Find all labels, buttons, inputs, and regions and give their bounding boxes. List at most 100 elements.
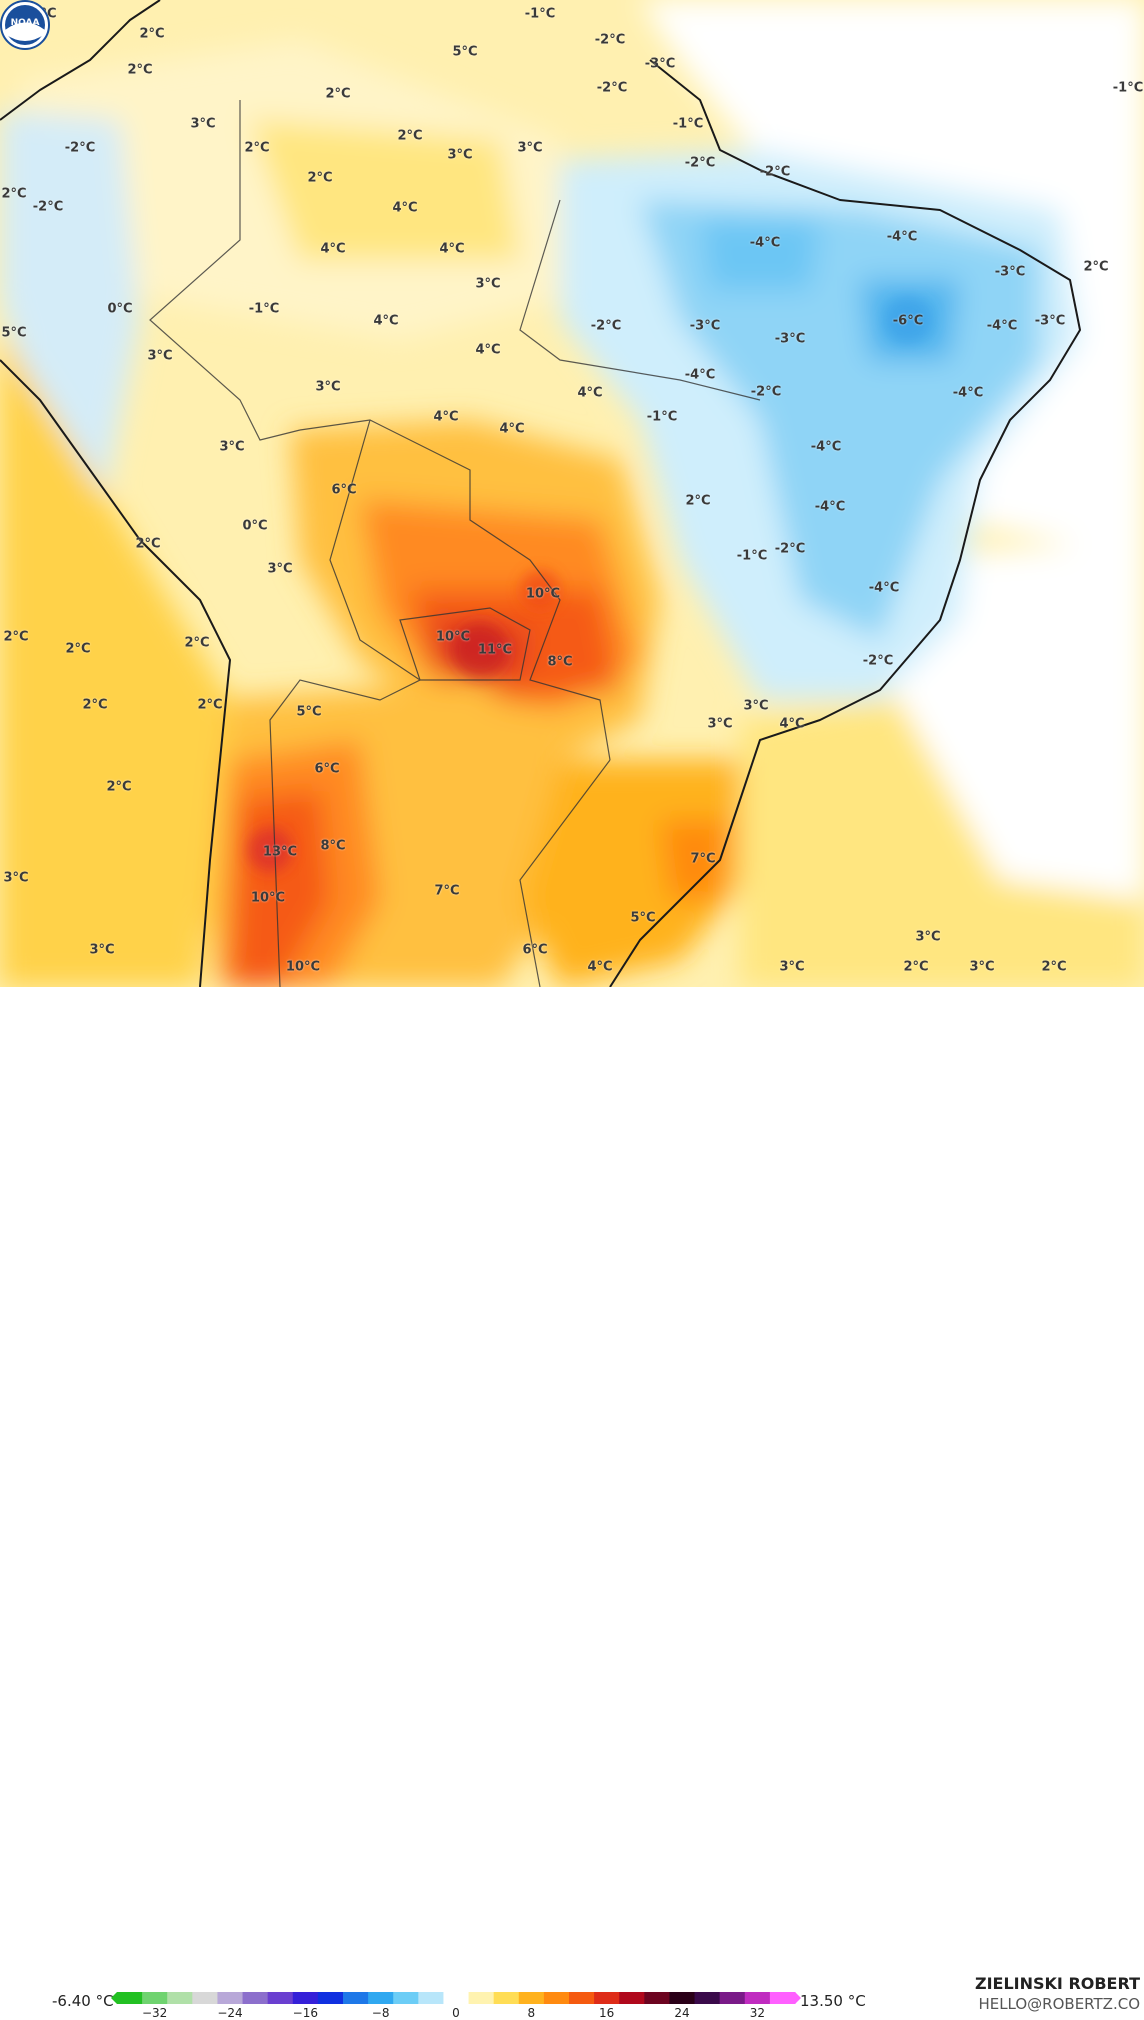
temperature-label: 2°C	[307, 170, 333, 186]
temperature-label: 0°C	[242, 518, 268, 534]
temperature-label: 4°C	[439, 241, 465, 257]
temperature-label: -2°C	[684, 155, 716, 171]
temperature-label: 3°C	[743, 698, 769, 714]
temperature-label: 3°C	[969, 959, 995, 975]
temperature-label: -1°C	[1112, 80, 1144, 96]
temperature-label: 2°C	[685, 493, 711, 509]
temperature-label: -4°C	[684, 367, 716, 383]
legend-max-value: 13.50 °C	[800, 1992, 866, 2010]
temperature-label: 3°C	[219, 439, 245, 455]
temperature-label: 10°C	[250, 890, 286, 906]
temperature-label: 3°C	[315, 379, 341, 395]
colorbar-segment	[167, 1992, 193, 2004]
temperature-label: -4°C	[952, 385, 984, 401]
temperature-label: 7°C	[690, 851, 716, 867]
legend-tick-label: −8	[371, 2006, 390, 2020]
legend-tick-label: 32	[749, 2006, 765, 2020]
legend-tick-label: −16	[292, 2006, 318, 2020]
temperature-label: 5°C	[452, 44, 478, 60]
temperature-label: 6°C	[331, 482, 357, 498]
legend-tick-label: 8	[527, 2006, 536, 2020]
temperature-label: 2°C	[65, 641, 91, 657]
temperature-label: 3°C	[267, 561, 293, 577]
temperature-label: -3°C	[774, 331, 806, 347]
temperature-label: 2°C	[1041, 959, 1067, 975]
temperature-label: 8°C	[547, 654, 573, 670]
colorbar-segment	[594, 1992, 620, 2004]
temperature-label: -2°C	[750, 384, 782, 400]
temperature-label: -1°C	[672, 116, 704, 132]
colorbar-segment	[493, 1992, 520, 2004]
colorbar-segment	[267, 1992, 294, 2004]
temperature-label: 4°C	[475, 342, 501, 358]
colorbar-segment	[443, 1992, 470, 2004]
noaa-logo-text: NOAA	[11, 18, 40, 28]
temperature-label: 2°C	[197, 697, 223, 713]
colorbar-segment	[242, 1992, 269, 2004]
temperature-label: 4°C	[577, 385, 603, 401]
temperature-label: 11°C	[477, 642, 513, 658]
temperature-label: 7°C	[434, 883, 460, 899]
colorbar-segment	[117, 1992, 143, 2004]
temperature-label: 0°C	[107, 301, 133, 317]
temperature-label: -2°C	[590, 318, 622, 334]
colorbar-segment	[569, 1992, 595, 2004]
temperature-label: 3°C	[707, 716, 733, 732]
colorbar-segment	[292, 1992, 319, 2004]
temperature-label: -4°C	[749, 235, 781, 251]
temperature-label: -3°C	[689, 318, 721, 334]
colorbar-segment	[217, 1992, 244, 2004]
legend-tick-label: −24	[217, 2006, 243, 2020]
temperature-label: 2°C	[3, 629, 29, 645]
temperature-label: 3°C	[147, 348, 173, 364]
temperature-label: -1°C	[524, 6, 556, 22]
temperature-label: 4°C	[587, 959, 613, 975]
temperature-label: 6°C	[314, 761, 340, 777]
temperature-label: 3°C	[190, 116, 216, 132]
temperature-label: 10°C	[435, 629, 471, 645]
temperature-label: -2°C	[759, 164, 791, 180]
legend-min-value: -6.40 °C	[52, 1992, 114, 2010]
legend-tick-label: −32	[141, 2006, 168, 2020]
temperature-label: 2°C	[82, 697, 108, 713]
colorbar-segment	[543, 1992, 570, 2004]
temperature-label: -2°C	[596, 80, 628, 96]
colorbar-segment	[192, 1992, 218, 2004]
temperature-label: 6°C	[522, 942, 548, 958]
temperature-label: 4°C	[392, 200, 418, 216]
temperature-label: 2°C	[1083, 259, 1109, 275]
legend-colorbar	[111, 1992, 801, 2004]
temperature-label: 2°C	[397, 128, 423, 144]
temperature-label: -4°C	[814, 499, 846, 515]
temperature-label: -3°C	[1034, 313, 1066, 329]
colorbar-segment	[343, 1992, 369, 2004]
legend-tick-label: 0	[452, 2006, 460, 2020]
temperature-label: -1°C	[736, 548, 768, 564]
temperature-label: 2°C	[139, 26, 165, 42]
temperature-label: 3°C	[779, 959, 805, 975]
temperature-label: 5°C	[1, 325, 27, 341]
temperature-label: -4°C	[810, 439, 842, 455]
author-credit: ZIELINSKI ROBERT	[974, 1974, 1140, 1993]
temperature-label: 4°C	[433, 409, 459, 425]
temperature-label: 4°C	[373, 313, 399, 329]
temperature-label: 3°C	[517, 140, 543, 156]
temperature-label: -2°C	[64, 140, 96, 156]
colorbar-segment	[719, 1992, 746, 2004]
temperature-label: -2°C	[594, 32, 626, 48]
colorbar-segment	[418, 1992, 444, 2004]
footer: -6.40 °C −32 −24 −16 −8 0 8 16 24 32 13.50 °C ZI…	[0, 987, 1144, 2020]
colorbar-min-arrow	[111, 1992, 117, 2004]
temperature-label: 2°C	[135, 536, 161, 552]
colorbar-segment	[644, 1992, 670, 2004]
temperature-label: -1°C	[248, 301, 280, 317]
colorbar-segment	[468, 1992, 495, 2004]
temperature-label: 3°C	[89, 942, 115, 958]
temperature-label: 2°C	[127, 62, 153, 78]
temperature-label: 3°C	[475, 276, 501, 292]
temperature-label: 2°C	[244, 140, 270, 156]
colorbar-segment	[142, 1992, 168, 2004]
temperature-label: -4°C	[886, 229, 918, 245]
temperature-label: 2°C	[184, 635, 210, 651]
colorbar-segment	[694, 1992, 721, 2004]
